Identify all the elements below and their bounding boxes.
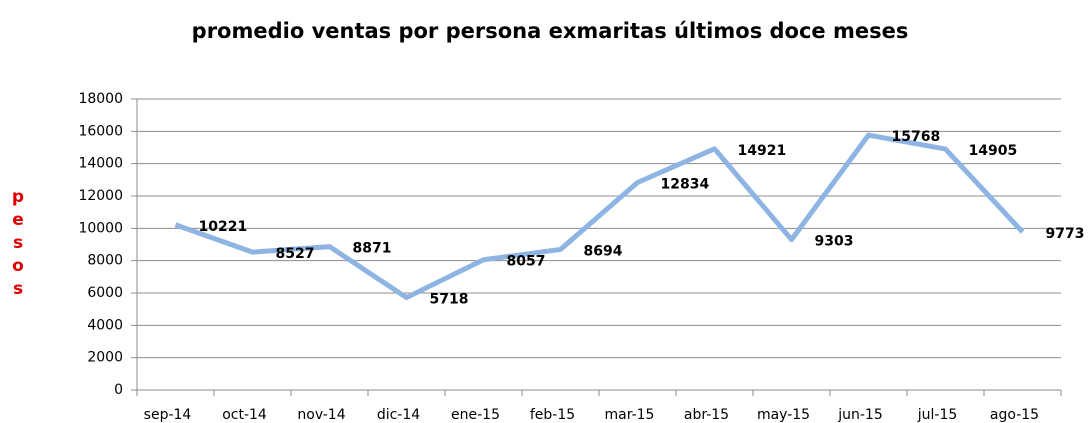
x-tick-label: ago-15 — [990, 407, 1039, 423]
data-label: 8694 — [584, 243, 623, 259]
data-label: 8057 — [507, 254, 546, 270]
y-tick-label: 4000 — [87, 317, 123, 333]
data-label: 9773 — [1046, 226, 1085, 242]
x-tick-label: jul-15 — [917, 407, 958, 423]
y-tick-label: 12000 — [78, 188, 123, 204]
y-tick-label: 2000 — [87, 350, 123, 366]
x-tick-label: sep-14 — [144, 407, 192, 423]
y-tick-label: 18000 — [78, 91, 123, 107]
x-tick-label: mar-15 — [605, 407, 655, 423]
data-label: 14905 — [969, 143, 1018, 159]
data-label: 8871 — [353, 241, 392, 257]
y-tick-label: 6000 — [87, 285, 123, 301]
data-label: 8527 — [276, 246, 315, 262]
x-tick-label: jun-15 — [837, 407, 883, 423]
data-label: 10221 — [199, 219, 248, 235]
chart-title: promedio ventas por persona exmaritas úl… — [192, 19, 909, 43]
y-tick-label: 10000 — [78, 220, 123, 236]
x-tick-label: abr-15 — [684, 407, 729, 423]
line — [174, 132, 1025, 301]
data-label: 5718 — [430, 292, 469, 308]
y-tick-label: 8000 — [87, 253, 123, 269]
x-tick-label: oct-14 — [222, 407, 267, 423]
data-label: 12834 — [661, 177, 710, 193]
x-tick-label: ene-15 — [451, 407, 500, 423]
y-axis-label: pesos — [11, 187, 25, 299]
data-label: 14921 — [738, 143, 787, 159]
y-tick-label: 0 — [114, 382, 123, 398]
data-label: 9303 — [815, 234, 854, 250]
x-tick-label: may-15 — [757, 407, 810, 423]
y-tick-label: 16000 — [78, 123, 123, 139]
x-tick-label: nov-14 — [297, 407, 345, 423]
data-label: 15768 — [892, 129, 941, 145]
x-tick-label: feb-15 — [530, 407, 575, 423]
y-tick-label: 14000 — [78, 156, 123, 172]
x-tick-label: dic-14 — [377, 407, 420, 423]
